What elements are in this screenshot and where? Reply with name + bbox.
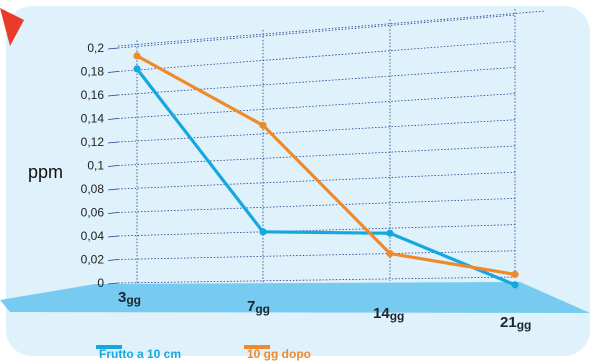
y-tick-label: 0,04 — [81, 229, 105, 243]
y-tick-mark — [107, 141, 119, 144]
y-tick-mark — [107, 47, 119, 50]
y-tick-mark — [107, 118, 119, 120]
y-tick-label: 0,18 — [81, 65, 105, 79]
gridline-horizontal — [117, 93, 516, 119]
y-tick-mark — [107, 259, 119, 261]
y-tick-label: 0,2 — [87, 41, 104, 55]
y-axis-title: ppm — [28, 162, 63, 182]
axis-layer: 0 0,02 0,04 0,06 0,08 0,1 0,12 0,14 0,16 0,18 0,2 p… — [28, 41, 531, 332]
data-point — [133, 65, 141, 73]
gridline-horizontal — [117, 67, 516, 96]
series-line — [135, 67, 517, 287]
gridline-horizontal — [117, 10, 546, 47]
y-tick-label: 0,16 — [81, 88, 105, 102]
y-tick-label: 0,14 — [81, 112, 105, 126]
x-tick-label: 3gg — [118, 289, 141, 307]
y-tick-label: 0 — [97, 276, 104, 290]
chart-floor — [0, 282, 590, 313]
gridline-horizontal — [117, 198, 516, 213]
y-tick-label: 0,1 — [87, 159, 104, 173]
data-point — [259, 228, 267, 236]
y-tick-label: 0,02 — [81, 253, 105, 267]
gridline-horizontal — [117, 224, 516, 237]
data-point — [511, 281, 519, 289]
legend-swatch — [244, 345, 270, 349]
y-tick-label: 0,06 — [81, 206, 105, 220]
y-tick-mark — [107, 94, 119, 97]
series-line — [135, 54, 517, 276]
x-tick-label: 7gg — [247, 298, 270, 316]
legend: Frutto a 10 cm 10 gg dopo — [96, 345, 311, 361]
gridline-horizontal — [117, 145, 516, 166]
data-point — [386, 229, 394, 237]
y-tick-label: 0,08 — [81, 182, 105, 196]
y-tick-mark — [107, 212, 119, 214]
data-point — [511, 270, 519, 278]
series-layer — [133, 52, 519, 289]
y-tick-mark — [107, 282, 119, 285]
gridline-horizontal — [117, 40, 516, 72]
gridline-horizontal — [117, 14, 516, 49]
gridline-horizontal — [117, 119, 516, 143]
grid-layer — [107, 9, 546, 285]
legend-label: Frutto a 10 cm — [99, 347, 181, 361]
data-point — [133, 52, 141, 60]
x-tick-label: 21gg — [500, 314, 531, 332]
gridline-horizontal — [117, 276, 516, 284]
chart-background — [6, 6, 590, 356]
data-point — [386, 249, 394, 258]
data-point — [259, 121, 267, 129]
legend-label: 10 gg dopo — [247, 347, 311, 361]
y-tick-mark — [107, 165, 119, 167]
gridline-horizontal — [117, 250, 516, 260]
legend-swatch — [96, 345, 122, 349]
y-tick-mark — [107, 188, 119, 191]
y-tick-mark — [107, 235, 119, 238]
x-tick-label: 14gg — [373, 305, 404, 323]
y-tick-label: 0,12 — [81, 135, 105, 149]
corner-arrow-icon — [0, 8, 24, 46]
y-tick-mark — [107, 71, 119, 73]
